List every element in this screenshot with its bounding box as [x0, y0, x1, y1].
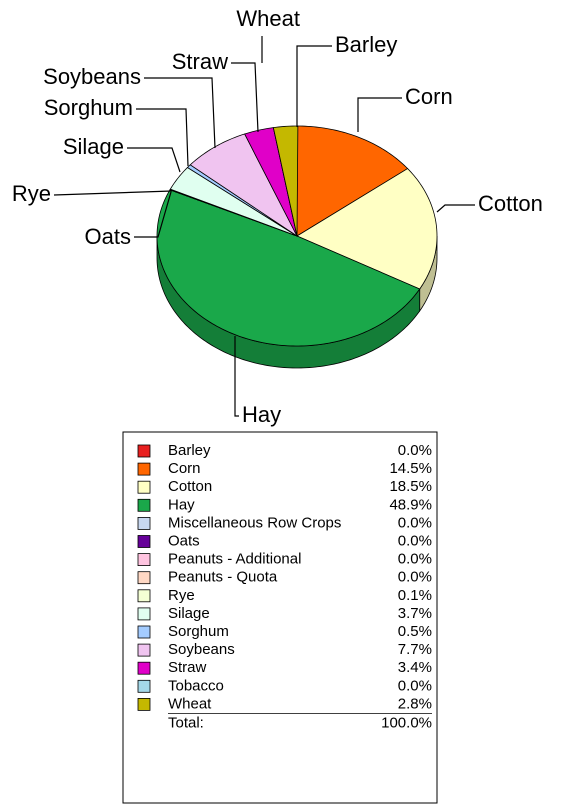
legend-label: Peanuts - Additional	[168, 551, 301, 568]
legend-swatch	[137, 553, 151, 566]
legend-label: Soybeans	[168, 641, 235, 658]
legend-value: 0.0%	[398, 551, 432, 568]
legend-value: 0.0%	[398, 677, 432, 694]
slice	[156, 189, 421, 347]
slice-label: Hay	[242, 402, 281, 427]
legend-swatch	[137, 462, 151, 476]
legend-value: 0.0%	[398, 442, 432, 459]
slice-label: Sorghum	[44, 95, 133, 120]
total-label: Total:	[168, 714, 204, 731]
slice-label: Cotton	[478, 191, 543, 216]
legend-label: Rye	[168, 587, 195, 604]
leader-line	[231, 62, 259, 133]
legend-swatch	[137, 444, 151, 458]
legend-value: 0.0%	[398, 569, 432, 586]
slice-label: Rye	[12, 181, 51, 206]
legend-swatch	[137, 679, 151, 693]
slice	[296, 125, 409, 237]
legend-swatch	[137, 517, 151, 530]
slice-label: Soybeans	[43, 64, 141, 89]
legend-label: Tobacco	[168, 677, 224, 694]
leader-line	[144, 77, 216, 149]
legend-swatch	[137, 480, 151, 494]
legend-value: 0.5%	[398, 623, 432, 640]
total-value: 100.0%	[381, 714, 432, 731]
legend-swatch	[137, 607, 151, 621]
slice-label: Wheat	[236, 6, 300, 31]
legend-box	[122, 431, 438, 804]
leader-line	[136, 108, 189, 167]
slice	[272, 125, 299, 237]
slice-label: Silage	[63, 134, 124, 159]
legend-value: 2.8%	[398, 695, 432, 712]
slice-label: Corn	[405, 84, 453, 109]
legend-swatch	[137, 589, 151, 603]
legend-label: Wheat	[168, 695, 212, 712]
slice	[244, 127, 298, 237]
legend-label: Barley	[168, 442, 211, 459]
legend-label: Miscellaneous Row Crops	[168, 514, 341, 531]
leader-line	[296, 45, 332, 127]
legend-label: Hay	[168, 496, 195, 513]
leader-line	[357, 97, 402, 132]
legend-swatch	[137, 535, 151, 548]
slice-label: Barley	[335, 32, 397, 57]
legend-swatch	[137, 498, 151, 512]
legend-value: 3.4%	[398, 659, 432, 676]
legend-value: 48.9%	[389, 496, 432, 513]
legend-value: 0.0%	[398, 532, 432, 549]
leader-line	[127, 147, 181, 173]
legend-value: 18.5%	[389, 478, 432, 495]
legend-label: Peanuts - Quota	[168, 569, 278, 586]
leader-line	[436, 204, 475, 213]
legend-value: 7.7%	[398, 641, 432, 658]
legend-value: 0.0%	[398, 514, 432, 531]
legend-value: 0.1%	[398, 587, 432, 604]
legend-swatch	[137, 571, 151, 585]
legend-label: Oats	[168, 532, 200, 549]
leader-line	[134, 191, 172, 238]
legend-value: 3.7%	[398, 605, 432, 622]
legend-value: 14.5%	[389, 460, 432, 477]
legend-label: Cotton	[168, 478, 212, 495]
legend-label: Silage	[168, 605, 210, 622]
slice	[296, 168, 438, 290]
leader-line	[53, 190, 173, 196]
slice-label: Oats	[85, 224, 131, 249]
legend-swatch	[137, 643, 151, 657]
slice	[169, 166, 298, 237]
legend-swatch	[137, 661, 151, 675]
legend-label: Corn	[168, 460, 201, 477]
legend-label: Sorghum	[168, 623, 229, 640]
leader-line	[234, 336, 239, 417]
slice-label: Straw	[172, 49, 228, 74]
legend-swatch	[137, 625, 151, 639]
legend-swatch	[137, 698, 151, 711]
legend-label: Straw	[168, 659, 207, 676]
